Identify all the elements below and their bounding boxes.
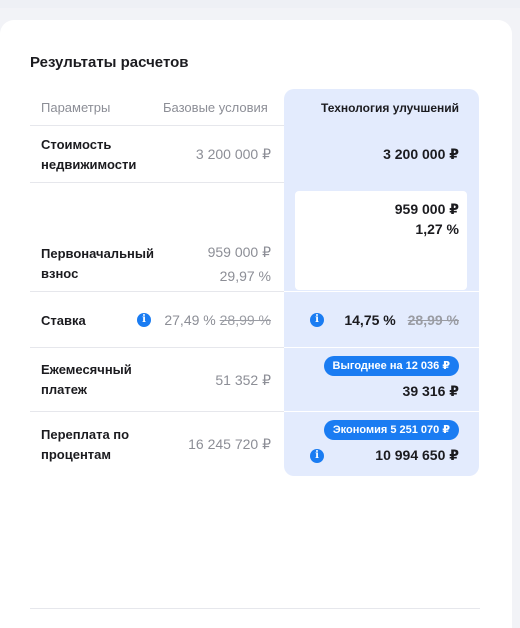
header-tech: Технология улучшений (320, 101, 459, 115)
rate-tech-values: 14,75 % 28,99 % (344, 312, 459, 328)
row-divider (30, 291, 284, 292)
overpay-tech-value: 10 994 650 ₽ (375, 447, 459, 463)
rate-tech-new: 14,75 % (344, 312, 396, 328)
overpay-base-value: 16 245 720 ₽ (188, 436, 271, 452)
property-base-value: 3 200 000 ₽ (195, 146, 271, 162)
row-divider (30, 125, 284, 126)
top-bar (0, 0, 520, 8)
monthly-savings-badge: Выгоднее на 12 036 ₽ (323, 356, 459, 376)
info-icon[interactable]: i (310, 313, 324, 327)
property-tech-value: 3 200 000 ₽ (383, 146, 459, 162)
row-divider (284, 411, 479, 412)
overpay-savings-badge: Экономия 5 251 070 ₽ (323, 420, 459, 440)
bottom-divider (30, 608, 480, 609)
row-divider (30, 182, 284, 183)
down-payment-label: Первоначальный взнос (41, 246, 155, 281)
down-payment-tech-box (295, 191, 467, 290)
rate-base-old: 28,99 % (219, 312, 271, 328)
info-icon[interactable]: i (137, 313, 151, 327)
down-payment-tech-amount: 959 000 ₽ (394, 201, 459, 217)
header-base: Базовые условия (163, 100, 268, 115)
monthly-tech-value: 39 316 ₽ (402, 383, 459, 399)
row-divider (30, 411, 284, 412)
rate-base-new: 27,49 % (164, 312, 216, 328)
monthly-label: Ежемесячный платеж (41, 362, 132, 397)
header-params: Параметры (41, 100, 111, 115)
row-divider (284, 347, 479, 348)
overpay-label: Переплата по процентам (41, 427, 130, 462)
page-title: Результаты расчетов (30, 54, 189, 71)
info-icon[interactable]: i (310, 449, 324, 463)
rate-base-values: 27,49 % 28,99 % (164, 312, 271, 328)
rate-tech-old: 28,99 % (407, 312, 459, 328)
row-divider (284, 291, 479, 292)
down-payment-base-percent: 29,97 % (219, 268, 271, 284)
property-label: Стоимость недвижимости (41, 137, 137, 172)
rate-label: Ставка (41, 313, 86, 328)
monthly-base-value: 51 352 ₽ (215, 372, 271, 388)
row-divider (30, 347, 284, 348)
down-payment-base-amount: 959 000 ₽ (207, 244, 271, 260)
down-payment-tech-percent: 1,27 % (415, 221, 459, 237)
